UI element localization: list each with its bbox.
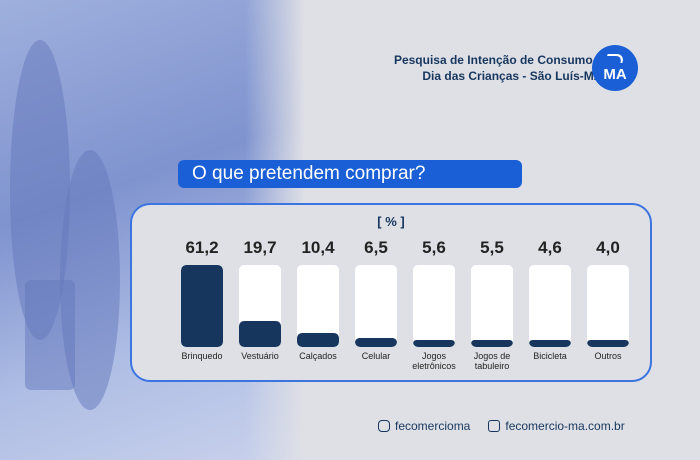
category-label: Celular [361,351,391,361]
bar-column: 19,7 Vestuário [239,238,281,361]
feather-icon [604,54,626,63]
category-label: Brinquedo [181,351,223,361]
bar [239,320,281,347]
bar-track [297,265,339,347]
bar-track [239,265,281,347]
website-url: fecomercio-ma.com.br [505,419,625,433]
instagram-handle: fecomercioma [395,419,471,433]
bar-column: 61,2 Brinquedo [181,238,223,361]
bar-track [471,265,513,347]
bar [355,338,397,347]
bar-column: 5,6 Jogos eletrônicos [412,238,456,371]
unit-label: [ % ] [377,214,405,229]
category-label: Outros [594,351,622,361]
bar-value-label: 6,5 [364,238,388,257]
category-label: Calçados [299,351,337,361]
browser-icon [488,420,501,432]
website-link[interactable]: fecomercio-ma.com.br [488,419,625,433]
category-label: Vestuário [241,351,279,361]
fecomercio-logo: MA [592,45,638,91]
title-line-2: Dia das Crianças - São Luís-MA 2025 [422,69,632,83]
bar [297,333,339,347]
bar-column: 6,5 Celular [355,238,397,361]
bar [181,265,223,347]
bar-track [529,265,571,347]
instagram-link[interactable]: fecomercioma [378,419,470,433]
bar-value-label: 61,2 [185,238,219,257]
bar-value-label: 4,0 [596,238,620,257]
bar [471,339,513,347]
bar-track [181,265,223,347]
bar [529,340,571,347]
category-label: Jogos eletrônicos [412,351,456,371]
bar-value-label: 19,7 [243,238,277,257]
bar-column: 4,0 Outros [587,238,629,361]
bar-column: 4,6 Bicicleta [529,238,571,361]
bar-value-label: 4,6 [538,238,562,257]
bar-track [587,265,629,347]
instagram-icon [378,420,390,432]
bar [413,339,455,347]
bar-column: 5,5 Jogos de tabuleiro [471,238,513,371]
logo-text: MA [603,66,627,83]
footer: fecomercioma fecomercio-ma.com.br [378,419,625,433]
title-line-1: Pesquisa de Intenção de Consumo para o [393,53,632,67]
bar [587,340,629,347]
bar-column: 10,4 Calçados [297,238,339,361]
category-label: Bicicleta [533,351,567,361]
category-label: Jogos de tabuleiro [473,351,511,371]
bar-value-label: 5,6 [422,238,446,257]
chart-panel: [ % ] 61,2 Brinquedo 19,7 Vestuário 10,4 C… [130,203,652,382]
bar-value-label: 5,5 [480,238,504,257]
bar-track [355,265,397,347]
question-banner: O que pretendem comprar? [178,160,522,188]
bar-track [413,265,455,347]
survey-title: Pesquisa de Intenção de Consumo para o D… [394,52,632,84]
bar-value-label: 10,4 [301,238,335,257]
